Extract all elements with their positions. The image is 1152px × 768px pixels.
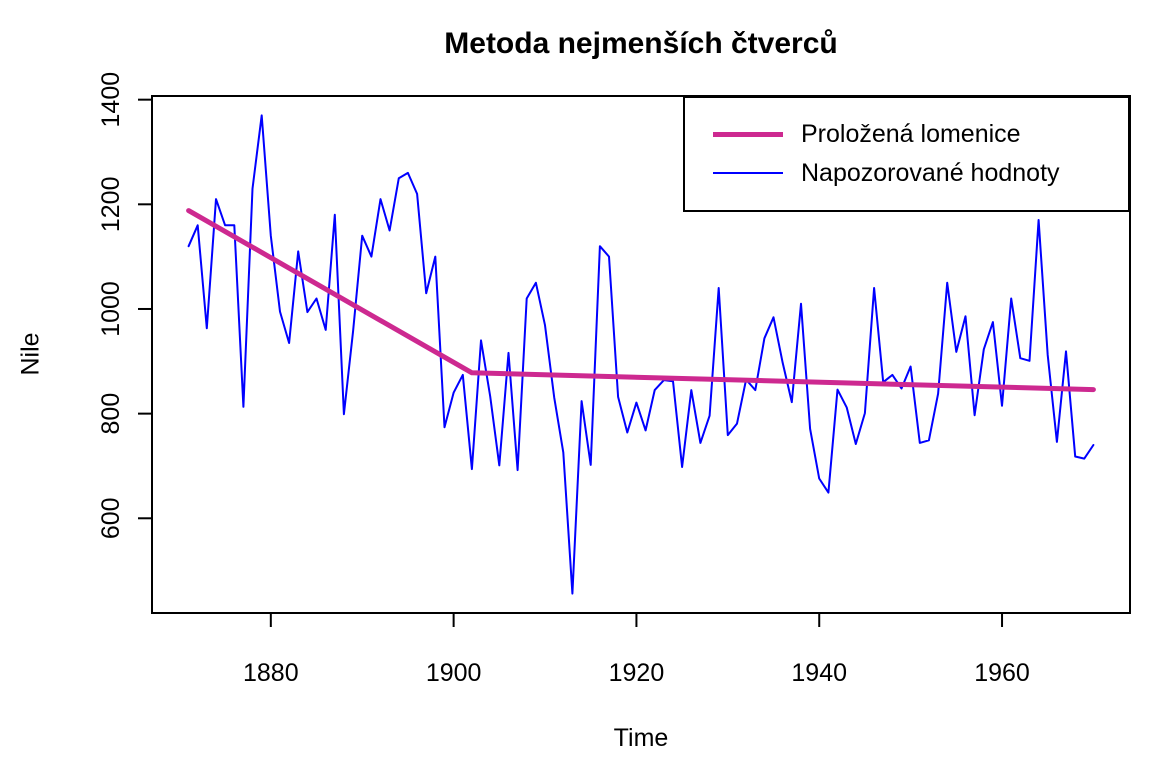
y-tick-label: 1400 [97,72,125,128]
y-tick-label: 600 [97,497,125,539]
x-tick-label: 1960 [974,659,1030,687]
legend-item-fitted: Proložená lomenice [713,120,1128,149]
observed-line-swatch [713,172,783,175]
y-tick-label: 1200 [97,177,125,233]
x-tick-label: 1920 [609,659,665,687]
plot-border [151,95,1131,614]
y-tick-label: 800 [97,393,125,435]
x-tick-label: 1880 [243,659,299,687]
x-tick-label: 1940 [791,659,847,687]
legend-label-observed: Napozorované hodnoty [801,158,1060,187]
legend: Proložená lomenice Napozorované hodnoty [683,96,1130,212]
legend-item-observed: Napozorované hodnoty [713,158,1128,188]
observed-series-line [187,114,1095,595]
y-tick-label: 1000 [97,281,125,337]
x-tick-label: 1900 [426,659,482,687]
chart-title: Metoda nejmenších čtverců [444,27,838,60]
x-axis-label: Time [613,724,669,752]
fitted-line [186,208,1096,393]
y-axis-label: Nile [16,332,45,376]
fitted-line-swatch [713,132,783,138]
legend-label-fitted: Proložená lomenice [801,120,1021,148]
